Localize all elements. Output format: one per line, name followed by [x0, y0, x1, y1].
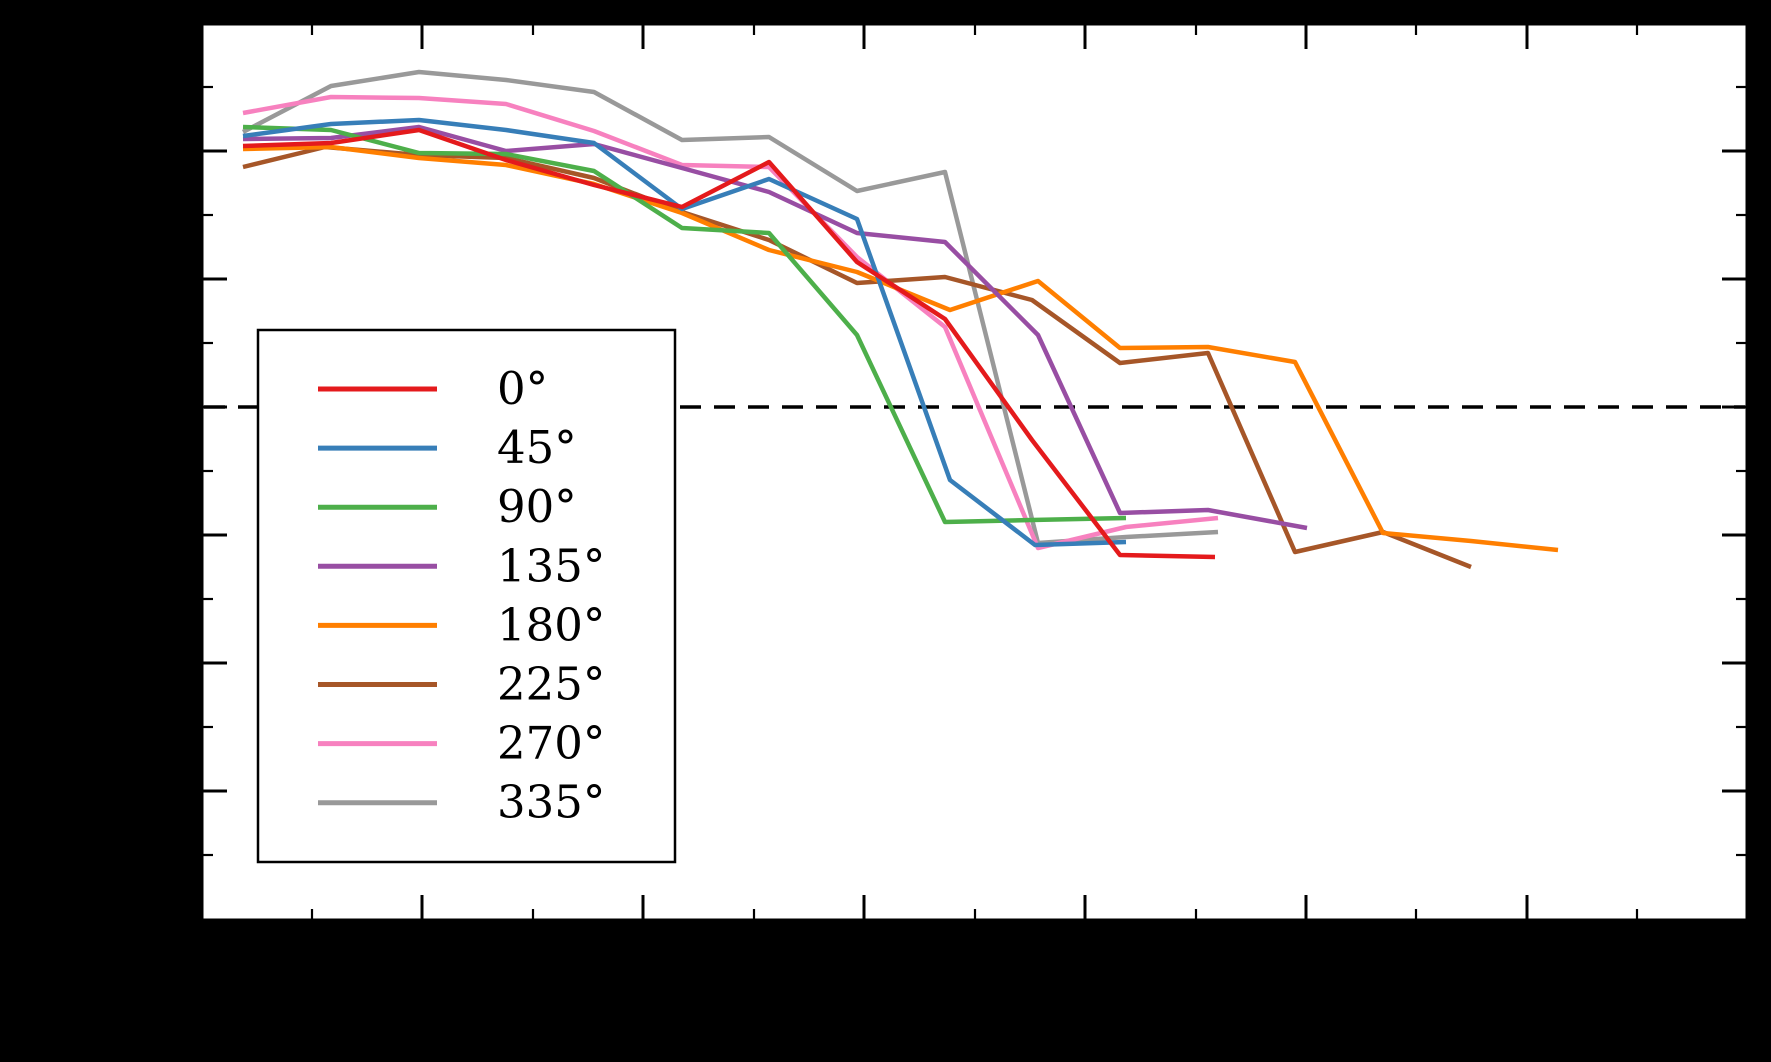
legend-label-180°: 180° — [497, 598, 605, 651]
series-line-0° — [242, 127, 1216, 560]
legend-box — [256, 328, 677, 864]
axes-spines — [200, 22, 1749, 922]
series-line-335° — [241, 69, 1219, 546]
series-line-225° — [242, 144, 1472, 570]
series-line-90° — [242, 124, 1127, 525]
legend-label-90°: 90° — [497, 480, 577, 533]
legend-label-45°: 45° — [497, 421, 577, 474]
legend-label-335°: 335° — [497, 776, 605, 829]
legend-label-0°: 0° — [497, 362, 548, 415]
series-line-135° — [242, 124, 1308, 531]
legend-label-135°: 135° — [497, 539, 605, 592]
legend-label-270°: 270° — [497, 717, 605, 770]
legend-label-225°: 225° — [497, 658, 605, 711]
